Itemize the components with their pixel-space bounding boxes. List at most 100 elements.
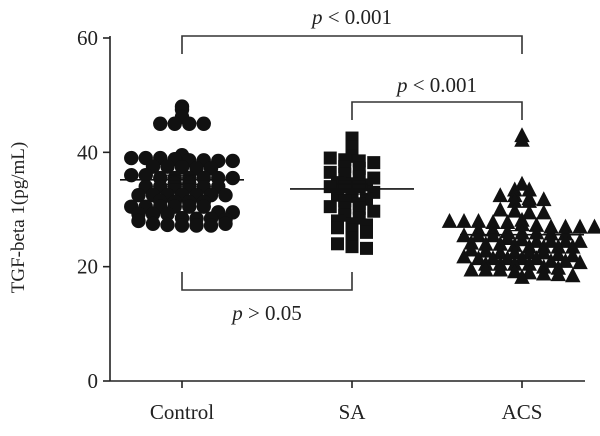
y-tick-label: 60 — [77, 26, 98, 50]
data-point-control — [218, 216, 233, 231]
data-point-acs — [565, 247, 581, 263]
data-point-acs — [499, 214, 516, 230]
data-point-sa — [345, 240, 359, 254]
data-point-acs — [499, 230, 516, 246]
data-point-acs — [492, 235, 508, 251]
data-point-acs — [478, 261, 494, 277]
data-point-acs — [507, 192, 523, 208]
x-tick-label: ACS — [502, 400, 543, 424]
y-tick-label: 20 — [77, 255, 98, 279]
data-point-control — [138, 168, 153, 183]
data-point-acs — [492, 261, 508, 277]
data-point-control — [160, 159, 175, 174]
data-point-acs — [463, 241, 479, 257]
data-point-control — [145, 216, 161, 231]
data-point-control — [167, 116, 182, 131]
data-point-control — [160, 217, 175, 233]
significance-bracket — [181, 35, 523, 54]
x-tick-label: SA — [339, 400, 367, 424]
p-value-label: p > 0.05 — [230, 301, 302, 325]
data-point-acs — [572, 232, 588, 248]
x-tick-label: Control — [150, 400, 214, 424]
data-point-acs — [536, 204, 552, 220]
data-point-sa — [323, 200, 337, 214]
data-point-acs — [521, 255, 537, 271]
significance-bracket — [181, 272, 353, 291]
data-point-acs — [470, 212, 487, 228]
data-point-control — [124, 168, 139, 183]
data-point-acs — [507, 263, 523, 279]
data-point-acs — [536, 265, 552, 281]
data-point-control — [196, 199, 211, 214]
data-point-acs — [550, 266, 566, 282]
data-point-acs — [485, 250, 501, 266]
y-tick-label: 40 — [77, 140, 98, 164]
data-point-acs — [492, 244, 508, 260]
data-point-control — [131, 188, 146, 203]
data-point-control — [153, 116, 168, 131]
data-point-acs — [514, 250, 530, 266]
data-point-sa — [360, 225, 373, 239]
data-point-acs — [565, 267, 581, 283]
data-point-acs — [565, 238, 581, 254]
data-point-acs — [521, 244, 537, 260]
data-point-acs — [441, 212, 458, 228]
data-point-acs — [507, 202, 523, 218]
data-point-acs — [463, 261, 479, 277]
y-axis-title: TGF-beta 1(pg/mL) — [8, 142, 29, 293]
data-point-sa — [331, 221, 344, 235]
data-point-acs — [521, 181, 537, 197]
data-point-acs — [507, 244, 523, 260]
data-point-control — [160, 206, 175, 222]
data-point-acs — [557, 252, 574, 268]
data-point-control — [218, 188, 233, 203]
data-point-acs — [514, 268, 530, 284]
data-point-acs — [536, 244, 552, 260]
data-point-acs — [470, 250, 487, 266]
data-point-sa — [367, 156, 381, 170]
data-point-acs — [514, 175, 530, 191]
data-point-control — [182, 116, 197, 131]
data-point-sa — [323, 165, 337, 179]
data-point-acs — [572, 254, 588, 270]
data-point-acs — [528, 232, 545, 248]
data-point-acs — [543, 252, 559, 268]
data-point-acs — [478, 242, 494, 258]
y-tick-label: 0 — [88, 369, 99, 393]
data-point-acs — [521, 204, 537, 220]
plot-area — [120, 99, 600, 284]
data-point-acs — [456, 248, 472, 264]
data-point-sa — [331, 237, 344, 251]
data-point-acs — [514, 215, 530, 231]
data-point-control — [124, 150, 139, 166]
data-point-acs — [543, 232, 559, 248]
data-point-control — [174, 218, 190, 233]
data-point-acs — [557, 232, 574, 248]
significance-bracket — [351, 101, 523, 120]
data-point-acs — [514, 131, 530, 147]
data-point-control — [131, 213, 146, 229]
data-point-control — [182, 199, 197, 214]
data-point-acs — [521, 192, 537, 208]
data-point-control — [225, 153, 240, 169]
data-point-acs — [499, 250, 516, 266]
data-point-acs — [572, 218, 588, 234]
p-value-label: p < 0.001 — [310, 5, 392, 29]
data-point-sa — [323, 151, 337, 165]
data-point-sa — [360, 241, 373, 255]
p-value-label: p < 0.001 — [395, 73, 477, 97]
significance-annotations: p < 0.001 p < 0.001 p > 0.05 — [181, 5, 523, 325]
axes: 0 20 40 60 Control SA ACS TGF-beta 1(pg/mL) — [8, 26, 585, 424]
data-point-control — [196, 116, 211, 131]
data-point-acs — [528, 250, 545, 266]
data-point-acs — [550, 246, 566, 262]
data-point-acs — [492, 187, 508, 203]
data-point-acs — [492, 201, 508, 217]
data-point-control — [189, 218, 204, 233]
data-point-acs — [456, 212, 472, 228]
data-point-sa — [367, 204, 381, 218]
data-point-control — [174, 159, 190, 175]
data-point-acs — [536, 191, 552, 207]
data-point-acs — [586, 218, 600, 234]
